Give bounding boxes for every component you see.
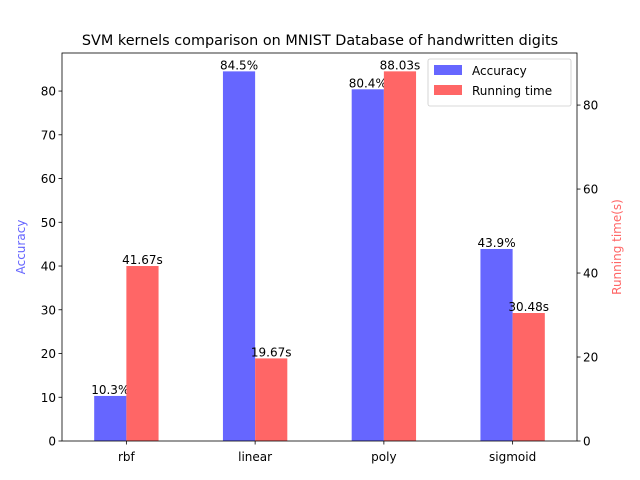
y-left-tick-label: 40: [41, 260, 56, 274]
y-left-tick-label: 80: [41, 85, 56, 99]
legend-box: [427, 58, 572, 107]
data-label-running-time-poly: 88.03s: [380, 58, 421, 72]
y-right-tick-label: 80: [583, 99, 598, 113]
legend-label-accuracy: Accuracy: [472, 64, 527, 78]
bar-running-time-sigmoid: [512, 313, 545, 441]
y-left-tick-label: 60: [41, 172, 56, 186]
bar-accuracy-sigmoid: [480, 248, 513, 441]
y-left-tick-label: 30: [41, 303, 56, 317]
data-label-accuracy-sigmoid: 43.9%: [477, 236, 515, 250]
data-label-accuracy-linear: 84.5%: [220, 58, 258, 72]
bar-running-time-poly: [383, 71, 417, 441]
chart-title: SVM kernels comparison on MNIST Database…: [82, 33, 558, 49]
bar-accuracy-linear: [222, 71, 256, 441]
legend-label-running-time: Running time: [472, 84, 552, 98]
x-tick-label-poly: poly: [371, 450, 396, 464]
data-label-accuracy-rbf: 10.3%: [91, 383, 129, 397]
y-axis-right-label: Running time(s): [610, 199, 624, 295]
bar-running-time-linear: [255, 358, 288, 441]
y-right-tick-label: 20: [583, 351, 598, 365]
bar-accuracy-poly: [351, 89, 384, 442]
data-label-running-time-sigmoid: 30.48s: [508, 300, 549, 314]
data-label-running-time-rbf: 41.67s: [122, 253, 163, 267]
bar-accuracy-rbf: [94, 395, 127, 441]
y-left-tick-label: 20: [41, 347, 56, 361]
legend-swatch-accuracy: [434, 65, 462, 75]
data-label-running-time-linear: 19.67s: [251, 345, 292, 359]
y-right-tick-label: 0: [583, 435, 591, 449]
axes-frame: [61, 52, 578, 442]
x-tick-label-linear: linear: [238, 450, 272, 464]
y-left-tick-label: 0: [48, 435, 56, 449]
y-left-tick-label: 70: [41, 128, 56, 142]
x-tick-label-rbf: rbf: [118, 450, 136, 464]
y-left-tick-label: 10: [41, 391, 56, 405]
bar-running-time-rbf: [126, 266, 159, 441]
y-axis-left-label: Accuracy: [14, 220, 28, 275]
data-label-accuracy-poly: 80.4%: [349, 76, 387, 90]
x-tick-label-sigmoid: sigmoid: [489, 450, 536, 464]
y-left-tick-label: 50: [41, 216, 56, 230]
y-right-tick-label: 60: [583, 183, 598, 197]
legend-swatch-running-time: [434, 85, 462, 95]
plot-area: 10.3% 84.5% 80.4% 43.9% 41.67s 19.67s 88.03s 30…: [41, 52, 598, 464]
y-right-tick-label: 40: [583, 267, 598, 281]
